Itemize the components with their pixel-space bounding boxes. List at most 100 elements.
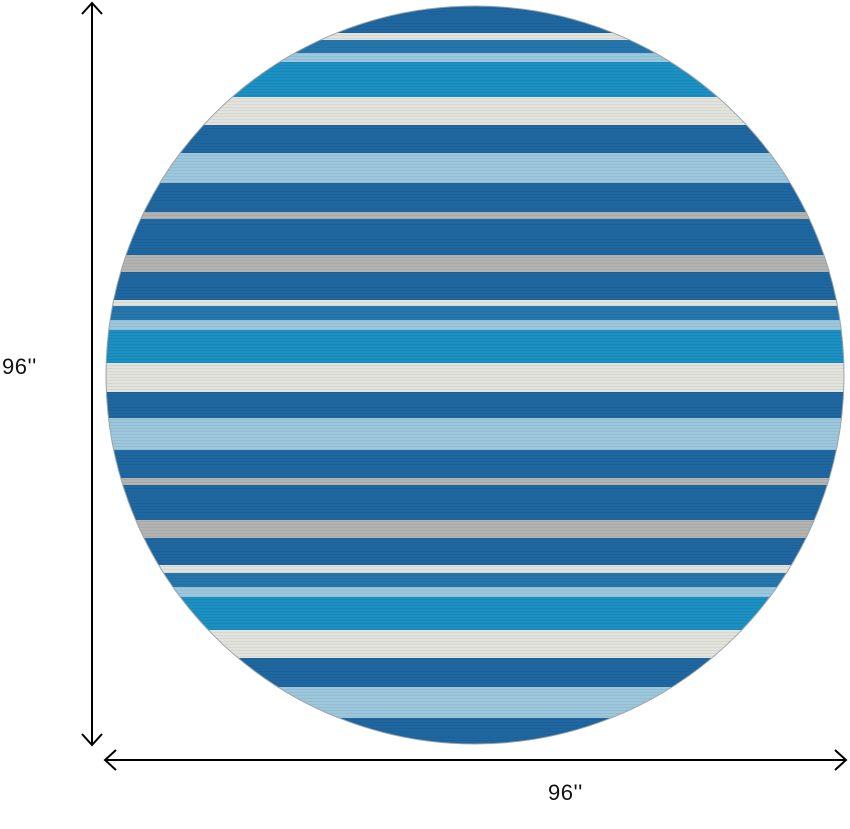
rug-texture-line [106,128,844,129]
rug-texture-line [106,632,844,633]
rug-texture-line [106,176,844,177]
rug-texture-line [106,221,844,222]
rug-texture-line [106,275,844,276]
rug-texture-line [106,668,844,669]
rug-texture-line [106,473,844,474]
rug-texture-line [106,200,844,201]
rug-edge [105,5,845,745]
rug-texture-line [106,293,844,294]
rug-texture-line [106,671,844,672]
rug-texture-line [106,239,844,240]
rug-texture-line [106,476,844,477]
rug-texture-line [106,638,844,639]
rug-texture-line [106,119,844,120]
rug-texture-line [106,512,844,513]
rug-texture-line [106,458,844,459]
rug-texture-line [106,152,844,153]
rug-texture-line [106,467,844,468]
rug-texture-line [106,362,844,363]
rug-texture-line [106,245,844,246]
rug-texture-line [106,410,844,411]
rug-stripe-dark-blue [106,538,844,565]
rug-texture-line [106,656,844,657]
rug-texture-line [106,38,844,39]
rug-texture-line [106,338,844,339]
rug-texture-line [106,581,844,582]
rug-texture-line [106,59,844,60]
rug-texture-line [106,269,844,270]
rug-texture-line [106,56,844,57]
rug-texture-line [106,686,844,687]
rug-texture-line [106,740,844,741]
rug-texture-line [106,698,844,699]
rug-texture-line [106,470,844,471]
rug-texture-line [106,278,844,279]
rug-texture-line [106,341,844,342]
rug-texture-line [106,284,844,285]
rug-texture-line [106,173,844,174]
rug-texture-line [106,422,844,423]
rug-texture-line [106,11,844,12]
rug-texture-line [106,515,844,516]
rug-texture-line [106,689,844,690]
rug-stripe-off-white [106,363,844,392]
rug-texture-line [106,452,844,453]
rug-texture-line [106,227,844,228]
rug-texture-line [106,137,844,138]
rug-texture-line [106,428,844,429]
rug-texture-line [106,206,844,207]
rug-texture-line [106,716,844,717]
rug-texture-line [106,431,844,432]
rug-texture-line [106,50,844,51]
rug-texture-line [106,365,844,366]
rug-texture-line [106,323,844,324]
rug-texture-line [106,218,844,219]
rug-texture-line [106,737,844,738]
rug-texture-line [106,713,844,714]
rug-texture-line [106,644,844,645]
rug-texture-line [106,695,844,696]
rug-texture-line [106,251,844,252]
rug-texture-line [106,419,844,420]
rug-texture-line [106,98,844,99]
rug-texture-line [106,371,844,372]
rug-stripe-light-blue [106,418,844,450]
rug-texture-line [106,155,844,156]
rug-texture-line [106,356,844,357]
rug-texture-line [106,104,844,105]
rug-texture-line [106,35,844,36]
rug-texture-line [106,203,844,204]
rug-texture-line [106,107,844,108]
rug-texture-line [106,545,844,546]
rug-texture-line [106,491,844,492]
rug-texture-line [106,527,844,528]
rug-texture-line [106,287,844,288]
rug-stripe-off-white [106,33,844,40]
rug-texture-line [106,89,844,90]
rug-texture-line [106,26,844,27]
rug-texture-line [106,134,844,135]
rug-texture-line [106,725,844,726]
rug-texture-line [106,32,844,33]
rug-texture-line [106,17,844,18]
width-label: 96'' [548,780,583,805]
rug-texture-line [106,146,844,147]
rug-stripe-teal [106,330,844,363]
rug-texture-line [106,185,844,186]
rug-stripe-dark-blue [106,272,844,300]
rug-texture-line [106,167,844,168]
rug-texture-line [106,653,844,654]
rug-texture-line [106,101,844,102]
rug-texture-line [106,80,844,81]
rug-stripe-dark-blue [106,6,844,33]
rug-texture-line [106,605,844,606]
rug-texture-line [106,386,844,387]
rug-texture-line [106,533,844,534]
rug-texture-line [106,149,844,150]
rug-texture-line [106,395,844,396]
rug-stripe-blue [106,306,844,320]
rug-texture-line [106,344,844,345]
rug-texture-line [106,143,844,144]
rug-texture-line [106,611,844,612]
rug-texture-line [106,290,844,291]
